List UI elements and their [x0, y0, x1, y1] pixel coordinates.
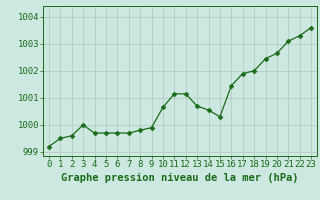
X-axis label: Graphe pression niveau de la mer (hPa): Graphe pression niveau de la mer (hPa) — [61, 173, 299, 183]
